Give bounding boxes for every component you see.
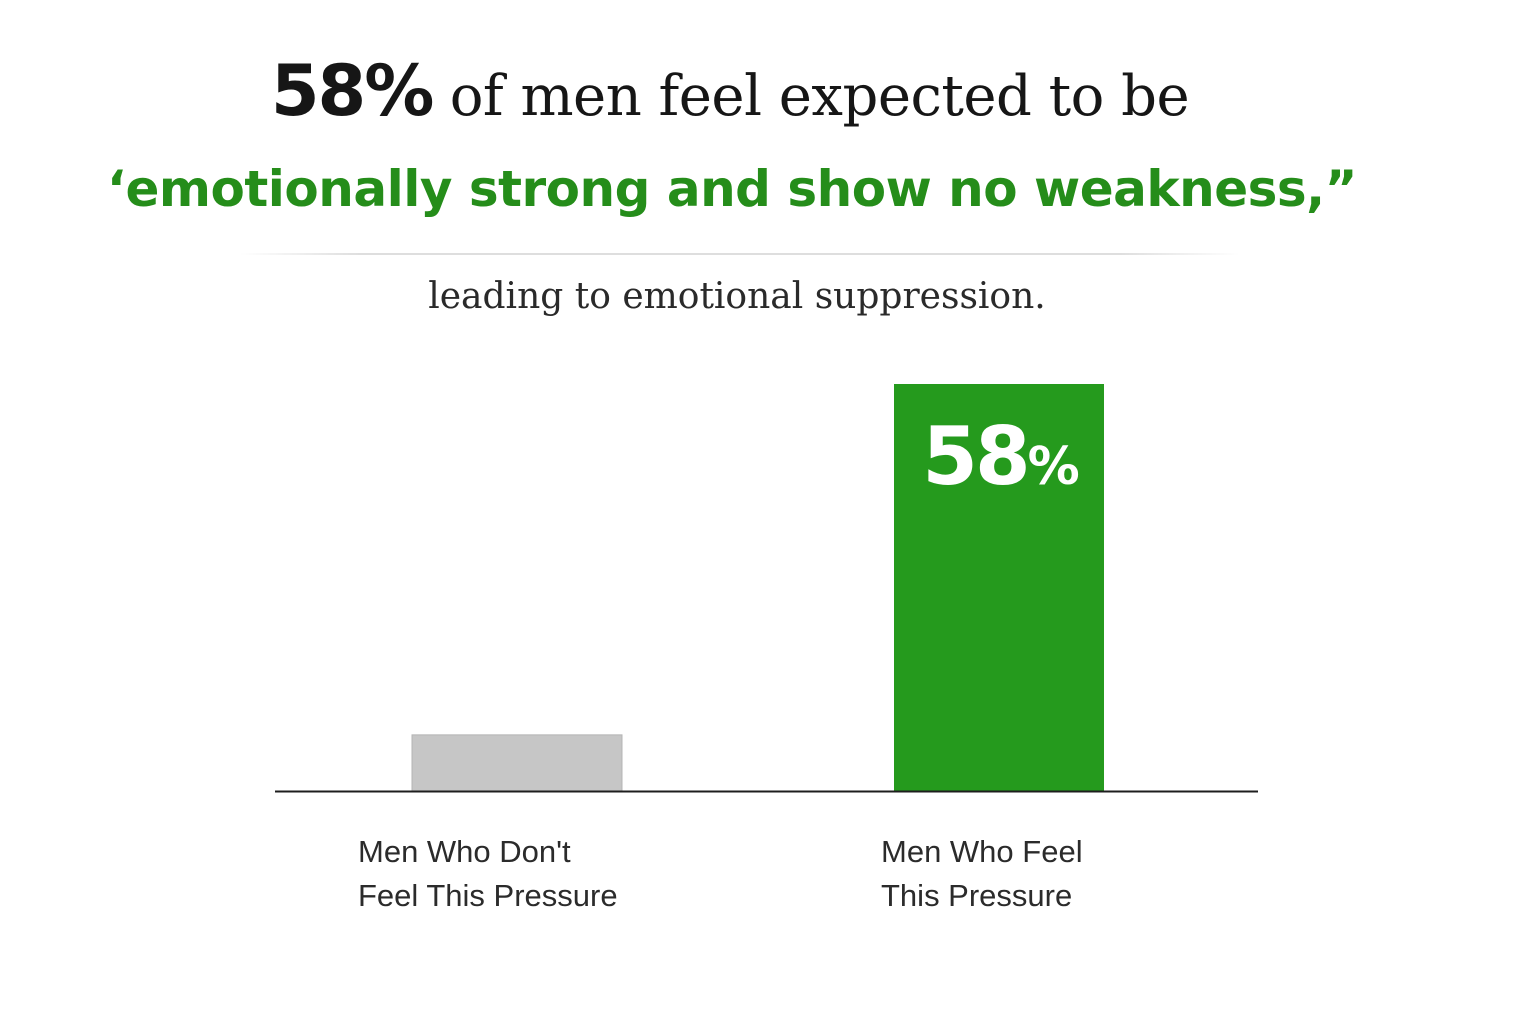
bar-0 [411, 734, 623, 792]
headline: 58% of men feel expected to be [0, 50, 1460, 132]
category-label-1: Men Who Feel This Pressure [881, 834, 1083, 913]
bar-1 [894, 384, 1104, 791]
category-label-0: Men Who Don't Feel This Pressure [358, 834, 618, 913]
subheadline: ‘emotionally strong and show no weakness… [107, 160, 1358, 218]
headline-stat: 58% [270, 50, 435, 132]
headline-text: of men feel expected to be [432, 64, 1190, 129]
divider [240, 253, 1240, 255]
data-label-1: 58% [922, 410, 1079, 503]
tagline: leading to emotional suppression. [428, 276, 1046, 317]
